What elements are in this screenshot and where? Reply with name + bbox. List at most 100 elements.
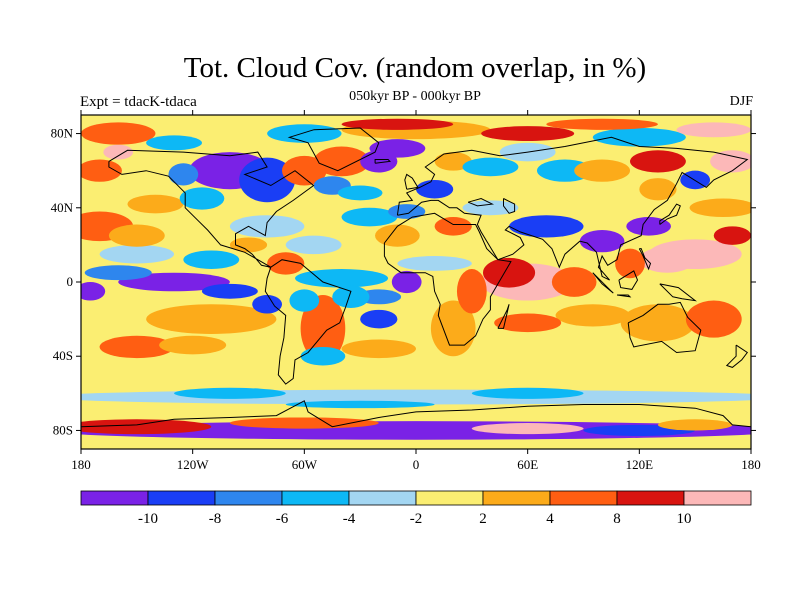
- anomaly-region: [388, 204, 426, 219]
- subtitle: 050kyr BP - 000kyr BP: [349, 89, 481, 104]
- anomaly-region: [81, 282, 106, 301]
- coastline: [108, 149, 315, 268]
- anomaly-region: [313, 146, 370, 177]
- anomaly-region: [341, 207, 398, 227]
- anomaly-region: [574, 159, 631, 182]
- coastline: [497, 304, 510, 329]
- anomaly-region: [360, 309, 398, 329]
- anomaly-region: [630, 150, 686, 173]
- y-tick-label: 0: [67, 274, 74, 289]
- coastline: [659, 283, 698, 302]
- coastline: [264, 259, 352, 385]
- anomaly-region: [685, 300, 742, 338]
- coastline: [404, 173, 419, 190]
- anomaly-region: [239, 157, 296, 203]
- x-tick-label: 180: [71, 457, 91, 472]
- anomaly-region: [183, 250, 240, 270]
- anomaly-region: [252, 294, 282, 314]
- anomaly-region: [579, 230, 625, 253]
- anomaly-region: [341, 118, 454, 130]
- experiment-label: Expt = tdacK-tdaca: [80, 94, 197, 110]
- anomaly-region: [229, 215, 305, 238]
- anomaly-region: [639, 246, 696, 273]
- axis-ticks: 180 120W 60W 0 60E 120E 180 80N 40N 0 40S 80S: [51, 110, 761, 472]
- coastlines: [81, 127, 751, 428]
- colorbar-label: -6: [276, 511, 289, 527]
- anomaly-region: [397, 256, 472, 271]
- colorbar-swatch: [214, 490, 283, 506]
- anomaly-region: [416, 179, 454, 199]
- anomaly-region: [639, 178, 677, 201]
- coastline: [374, 159, 391, 164]
- anomaly-region: [267, 252, 305, 275]
- y-tick-label: 80N: [51, 126, 74, 141]
- anomaly-region: [462, 200, 519, 216]
- coastline: [503, 198, 516, 214]
- x-tick-label: 120W: [177, 457, 210, 472]
- anomaly-region: [201, 283, 258, 299]
- coastline: [659, 203, 681, 225]
- colorbar-label: -2: [410, 511, 423, 527]
- colorbar-swatch: [80, 490, 149, 506]
- anomaly-region: [713, 226, 751, 245]
- anomaly-region: [369, 139, 426, 158]
- colorbar-swatch: [348, 490, 417, 506]
- anomaly-region: [620, 304, 696, 342]
- anomaly-region: [229, 237, 268, 253]
- coastline: [616, 294, 632, 298]
- x-tick-label: 60W: [292, 457, 318, 472]
- coastline: [638, 248, 652, 271]
- anomaly-region: [555, 304, 631, 327]
- anomaly-region: [99, 335, 175, 359]
- anomaly-region: [494, 313, 562, 333]
- anomaly-region: [81, 159, 122, 182]
- coastline: [725, 344, 749, 368]
- anomaly-region: [300, 346, 346, 366]
- anomaly-field: [81, 115, 751, 449]
- colorbar-swatch: [415, 490, 484, 506]
- anomaly-region: [471, 423, 584, 435]
- x-tick-label: 120E: [626, 457, 654, 472]
- anomaly-region: [108, 224, 165, 247]
- coastline: [618, 270, 639, 290]
- y-tick-label: 80S: [53, 422, 73, 437]
- coastline: [592, 272, 614, 294]
- anomaly-region: [434, 152, 472, 171]
- anomaly-region: [462, 157, 519, 177]
- coastline: [383, 212, 512, 346]
- anomaly-region: [159, 335, 227, 355]
- x-tick-label: 60E: [517, 457, 538, 472]
- colorbar-label: 8: [613, 511, 621, 527]
- y-tick-label: 40S: [53, 348, 73, 363]
- colorbar-swatch: [616, 490, 685, 506]
- anomaly-region: [332, 285, 370, 308]
- season-label: DJF: [729, 94, 753, 109]
- anomaly-region: [289, 289, 320, 312]
- coastline: [627, 301, 702, 354]
- anomaly-region: [615, 248, 645, 279]
- anomaly-region: [375, 224, 420, 247]
- anomaly-region: [551, 267, 597, 297]
- anomaly-region: [626, 217, 671, 236]
- anomaly-region: [81, 122, 156, 145]
- anomaly-region: [285, 235, 342, 255]
- anomaly-region: [337, 185, 383, 201]
- anomaly-region: [118, 272, 230, 292]
- anomaly-region: [481, 126, 575, 141]
- anomaly-region: [456, 269, 487, 314]
- colorbar-label: 2: [479, 511, 487, 527]
- anomaly-region: [676, 122, 751, 138]
- anomaly-region: [267, 124, 342, 143]
- anomaly-region: [657, 419, 733, 431]
- anomaly-region: [179, 187, 225, 210]
- coastline: [396, 136, 749, 281]
- anomaly-region: [509, 215, 584, 238]
- anomaly-region: [99, 244, 175, 264]
- colorbar-swatch: [281, 490, 350, 506]
- colorbar-label: -4: [343, 511, 356, 527]
- anomaly-region: [546, 118, 658, 130]
- anomaly-region: [300, 294, 346, 362]
- anomaly-region: [103, 144, 134, 160]
- x-tick-label: 0: [413, 457, 420, 472]
